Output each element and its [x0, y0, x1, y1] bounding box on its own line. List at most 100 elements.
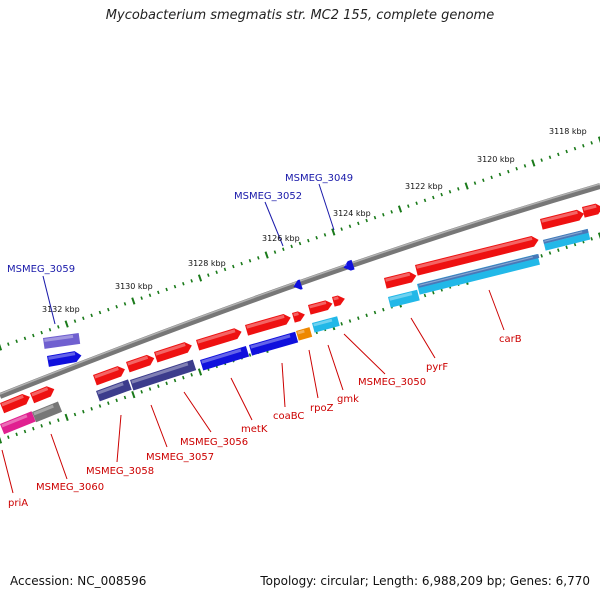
- lower-tick: [140, 390, 143, 394]
- gene-label-msmeg-3049[interactable]: MSMEG_3049: [285, 173, 353, 184]
- tick-label-3130: 3130 kbp: [115, 282, 153, 291]
- gene-navy-b[interactable]: [130, 359, 197, 391]
- upper-tick: [140, 296, 143, 300]
- gene-label-msmeg-3058[interactable]: MSMEG_3058: [86, 466, 154, 477]
- gene-purple[interactable]: [43, 332, 81, 349]
- gene-magenta[interactable]: [0, 411, 36, 435]
- gene-red-n[interactable]: [582, 202, 600, 218]
- gene-red-i[interactable]: [308, 299, 334, 315]
- gene-red-e[interactable]: [154, 340, 194, 363]
- upper-tick: [423, 198, 427, 203]
- upper-tick-track: [0, 136, 600, 351]
- lower-tick: [248, 353, 252, 357]
- upper-tick: [597, 136, 600, 144]
- upper-tick: [382, 212, 385, 217]
- upper-tick: [473, 181, 477, 185]
- upper-tick: [507, 169, 510, 174]
- leader-msmeg-3049: [318, 183, 335, 231]
- gene-label-msmeg-3056[interactable]: MSMEG_3056: [180, 437, 248, 448]
- gene-label-lines: [1, 183, 505, 494]
- gene-label-coabc[interactable]: coaBC: [273, 411, 304, 422]
- lower-tick: [48, 421, 52, 425]
- gene-blue-e[interactable]: [342, 259, 355, 273]
- lower-tick: [357, 316, 360, 320]
- upper-tick: [57, 325, 60, 329]
- gene-label-msmeg-3050[interactable]: MSMEG_3050: [358, 377, 426, 388]
- lower-tick: [557, 248, 560, 252]
- gene-label-pria[interactable]: priA: [8, 498, 28, 509]
- upper-tick: [248, 258, 252, 263]
- upper-tick: [148, 293, 152, 298]
- upper-tick: [557, 152, 560, 157]
- gene-red-f[interactable]: [196, 327, 243, 351]
- backbone-highlight: [0, 183, 600, 395]
- lower-tick: [173, 378, 177, 383]
- gene-red-l[interactable]: [415, 235, 540, 276]
- lower-tick: [64, 413, 69, 421]
- gene-blue-d[interactable]: [292, 279, 303, 292]
- gene-label-rpoz[interactable]: rpoZ: [310, 403, 334, 414]
- lower-tick: [348, 319, 352, 323]
- gene-red-k[interactable]: [384, 270, 418, 289]
- lower-tick: [182, 375, 185, 380]
- gene-orange[interactable]: [296, 327, 313, 341]
- lower-tick: [40, 424, 43, 428]
- gene-blue-b[interactable]: [249, 331, 299, 356]
- gene-label-pyrf[interactable]: pyrF: [426, 362, 448, 373]
- gene-steel-a[interactable]: [418, 254, 540, 288]
- lower-tick: [90, 407, 93, 411]
- gene-features[interactable]: [0, 202, 600, 435]
- gene-label-metk[interactable]: metK: [241, 424, 268, 435]
- gene-red-m[interactable]: [540, 208, 585, 230]
- upper-tick: [307, 238, 310, 243]
- upper-tick: [190, 279, 193, 283]
- gene-label-gmk[interactable]: gmk: [337, 394, 359, 405]
- gene-red-d[interactable]: [126, 353, 156, 373]
- upper-tick: [490, 175, 493, 180]
- upper-tick: [340, 227, 343, 231]
- leader-gmk: [327, 344, 344, 391]
- upper-tick: [273, 250, 277, 254]
- gene-blue-c[interactable]: [47, 350, 82, 367]
- gene-cyan-b[interactable]: [388, 289, 420, 308]
- gene-cyan-a[interactable]: [312, 316, 340, 333]
- upper-tick: [407, 204, 410, 208]
- leader-msmeg-3059: [42, 275, 56, 325]
- gene-red-c[interactable]: [93, 364, 127, 386]
- leader-msmeg-3060: [50, 433, 68, 480]
- gene-blue-a[interactable]: [200, 345, 250, 371]
- gene-red-j[interactable]: [332, 294, 346, 307]
- gene-red-h[interactable]: [292, 310, 306, 323]
- gene-label-msmeg-3059[interactable]: MSMEG_3059: [7, 264, 75, 275]
- upper-tick: [540, 158, 543, 162]
- lower-tick: [540, 254, 543, 258]
- gene-gray[interactable]: [32, 401, 63, 423]
- gene-label-carb[interactable]: carB: [499, 334, 522, 345]
- upper-tick: [131, 297, 136, 305]
- gene-red-a[interactable]: [0, 392, 32, 414]
- gene-navy-a[interactable]: [96, 379, 132, 402]
- upper-tick: [232, 264, 235, 269]
- upper-tick: [123, 302, 127, 306]
- leader-msmeg-3057: [150, 404, 168, 448]
- upper-tick: [40, 330, 43, 335]
- upper-tick: [173, 284, 177, 289]
- leader-msmeg-3056: [183, 391, 212, 433]
- gene-label-msmeg-3052[interactable]: MSMEG_3052: [234, 191, 302, 202]
- upper-tick: [582, 143, 585, 148]
- gene-label-msmeg-3060[interactable]: MSMEG_3060: [36, 482, 104, 493]
- lower-tick: [190, 373, 193, 377]
- lower-tick: [15, 432, 18, 437]
- tick-label-3126: 3126 kbp: [262, 234, 300, 243]
- leader-carb: [488, 289, 505, 331]
- gene-red-g[interactable]: [245, 312, 292, 336]
- gene-steel-b[interactable]: [543, 228, 589, 244]
- upper-tick: [282, 247, 285, 252]
- gene-label-msmeg-3057[interactable]: MSMEG_3057: [146, 452, 214, 463]
- gene-red-b[interactable]: [30, 384, 56, 404]
- lower-tick: [432, 290, 435, 295]
- lower-tick: [131, 391, 136, 399]
- leader-metk: [230, 377, 253, 421]
- lower-tick: [123, 395, 127, 400]
